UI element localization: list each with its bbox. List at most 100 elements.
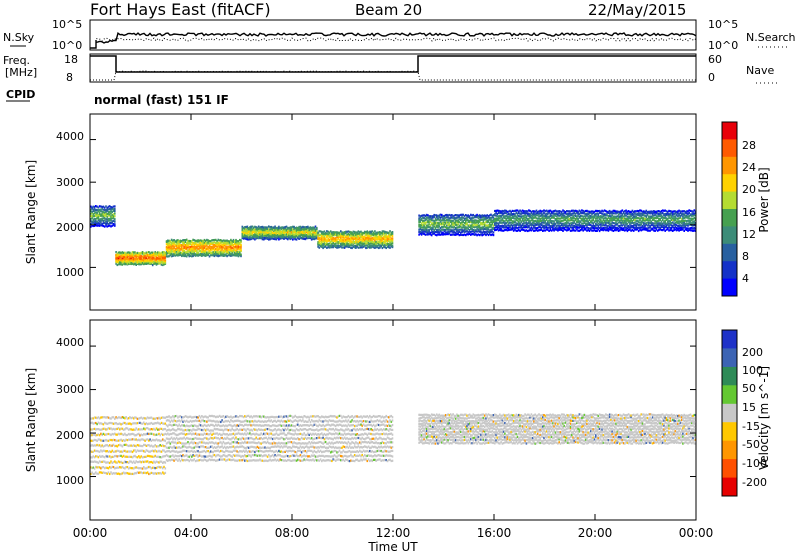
velocity-cell — [121, 465, 124, 469]
power-cell — [98, 215, 101, 218]
power-cell — [178, 250, 180, 253]
power-cell — [434, 227, 437, 230]
power-cell — [629, 223, 631, 226]
power-cell — [156, 260, 159, 263]
power-cell — [163, 254, 165, 258]
power-cell — [428, 218, 430, 221]
power-cell — [473, 226, 476, 229]
power-cell — [187, 244, 189, 247]
power-cell — [461, 216, 463, 219]
power-cell — [423, 224, 425, 227]
power-cell — [164, 261, 167, 264]
power-cell — [692, 220, 694, 223]
power-cell — [424, 230, 427, 233]
power-cell — [182, 253, 184, 256]
power-cell — [242, 233, 245, 236]
power-cell — [270, 227, 273, 230]
power-cell — [96, 212, 98, 215]
power-cell — [685, 216, 688, 219]
velocity-cell — [175, 424, 178, 427]
power-cell — [602, 224, 605, 227]
power-cell — [635, 220, 637, 223]
power-cell — [617, 221, 620, 224]
power-cell — [103, 221, 106, 225]
power-cell — [562, 222, 564, 225]
power-cell — [345, 232, 347, 235]
power-cell — [615, 229, 617, 232]
power-cell — [93, 220, 96, 223]
power-cell — [530, 222, 533, 225]
power-cell — [221, 251, 223, 254]
power-cell — [525, 226, 528, 229]
power-cell — [362, 235, 365, 238]
power-cell — [357, 238, 360, 241]
power-cell — [263, 229, 265, 232]
power-cell — [327, 246, 329, 249]
power-cell — [281, 237, 284, 240]
velocity-cell — [150, 460, 153, 464]
power-cell — [125, 262, 127, 265]
power-cell — [323, 232, 326, 236]
power-cell — [568, 227, 571, 230]
power-cell — [230, 241, 232, 244]
power-cell — [385, 238, 387, 241]
power-cell — [606, 217, 608, 221]
power-cell — [542, 216, 544, 219]
power-cell — [644, 225, 646, 228]
power-cell — [447, 228, 449, 231]
power-cell — [208, 244, 211, 247]
power-cell — [163, 258, 165, 261]
power-cell — [485, 231, 487, 234]
velocity-cell — [121, 422, 124, 425]
power-cell — [678, 212, 680, 215]
power-cell — [318, 237, 321, 240]
velocity-cell — [174, 454, 177, 457]
velocity-cell — [93, 438, 96, 441]
velocity-cell — [116, 445, 119, 448]
power-cell — [103, 219, 106, 222]
power-cell — [433, 223, 435, 226]
power-cell — [300, 227, 303, 230]
velocity-cell — [95, 465, 97, 468]
power-cell — [683, 214, 685, 217]
power-cell — [309, 226, 312, 229]
power-cell — [380, 244, 382, 247]
velocity-cell — [173, 441, 175, 444]
power-cell — [543, 229, 545, 232]
power-cell — [454, 223, 457, 226]
power-cell — [340, 245, 342, 248]
velocity-cell — [111, 472, 114, 475]
power-cell — [239, 245, 241, 249]
power-cell — [424, 226, 427, 229]
power-cell — [569, 214, 572, 217]
power-cell — [682, 219, 684, 223]
velocity-cell — [143, 421, 145, 424]
velocity-cell — [164, 427, 167, 431]
power-cell — [478, 230, 481, 233]
power-cell — [511, 222, 514, 225]
power-cell — [516, 223, 519, 226]
power-cell — [467, 231, 470, 234]
power-cell — [217, 244, 220, 247]
power-cell — [596, 221, 598, 224]
power-cell — [617, 216, 620, 220]
power-cell — [661, 222, 664, 225]
power-cell — [649, 221, 651, 224]
power-cell — [110, 215, 112, 218]
power-cell — [444, 214, 447, 217]
power-cell — [98, 208, 101, 211]
power-cell — [172, 239, 174, 242]
power-cell — [516, 229, 519, 232]
power-cell — [175, 253, 178, 256]
velocity-cell — [90, 434, 92, 437]
power-cell — [515, 209, 518, 212]
power-cell — [300, 236, 303, 239]
power-cell — [473, 221, 476, 224]
velocity-cell — [168, 433, 170, 436]
power-cell — [470, 219, 472, 222]
power-cell — [435, 221, 438, 224]
velocity-cell — [139, 456, 141, 459]
power-cell — [536, 220, 539, 223]
power-cell — [477, 214, 480, 217]
power-cell — [381, 239, 384, 243]
